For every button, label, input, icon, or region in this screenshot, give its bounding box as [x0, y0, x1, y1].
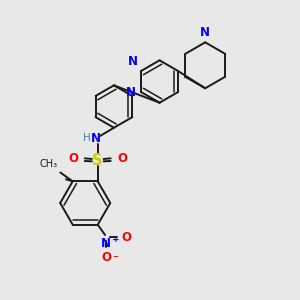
Text: N: N	[128, 55, 138, 68]
Text: N: N	[91, 131, 101, 145]
Text: N: N	[126, 85, 136, 99]
Text: O: O	[68, 152, 78, 165]
Text: +: +	[112, 235, 119, 244]
Text: O: O	[118, 152, 128, 165]
Text: N: N	[101, 237, 111, 250]
Text: ⁻: ⁻	[112, 253, 118, 266]
Text: O: O	[121, 231, 131, 244]
Text: O: O	[101, 251, 111, 264]
Text: CH₃: CH₃	[40, 159, 58, 169]
Text: N: N	[200, 26, 210, 39]
Text: S: S	[92, 153, 103, 168]
Text: H: H	[82, 133, 90, 143]
